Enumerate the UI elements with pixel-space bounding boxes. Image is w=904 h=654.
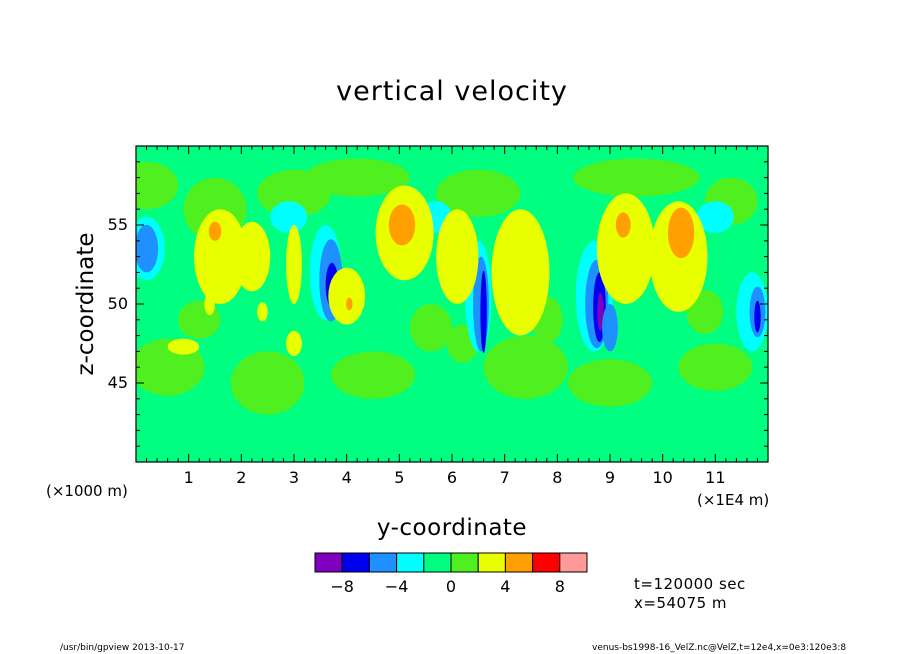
field-blob <box>304 158 410 197</box>
colorbar-swatch <box>368 552 398 573</box>
colorbar-swatch <box>314 552 343 573</box>
field-blob <box>136 161 179 210</box>
x-tick-label: 11 <box>705 468 726 487</box>
field-blob <box>388 204 416 246</box>
field-blob <box>754 300 761 333</box>
field-blob <box>596 193 655 304</box>
field-blob <box>667 207 695 259</box>
field-blob <box>257 302 268 322</box>
field-blob <box>136 225 159 273</box>
field-blob <box>483 335 568 399</box>
field-blob <box>346 297 353 311</box>
field-blob <box>208 221 222 241</box>
field-blob <box>233 221 271 292</box>
x-tick-label: 1 <box>183 468 194 487</box>
field-blob <box>573 158 700 197</box>
field-blob <box>204 292 215 316</box>
field-blob <box>194 209 247 304</box>
colorbar-swatch <box>423 552 452 573</box>
colorbar-label: −4 <box>384 577 409 596</box>
chart-title: vertical velocity <box>336 76 568 107</box>
colorbar-swatch <box>559 552 588 573</box>
x-tick-label: 9 <box>604 468 616 487</box>
field-blob <box>409 304 452 352</box>
x-axis-label: y-coordinate <box>376 515 528 541</box>
x-tick-label: 10 <box>652 468 673 487</box>
field-blob <box>491 209 550 336</box>
x-tick-label: 3 <box>288 468 300 487</box>
colorbar-label: 4 <box>500 577 511 596</box>
field-blob <box>602 304 618 352</box>
axis-ticks <box>136 146 769 462</box>
colorbar-swatch <box>450 552 479 573</box>
field-blob <box>328 267 366 325</box>
x-tick-label: 8 <box>552 468 563 487</box>
time-info: t=120000 sec <box>634 575 746 593</box>
x-tick-label: 2 <box>236 468 247 487</box>
colorbar-swatch <box>477 552 506 573</box>
colorbar-label: −8 <box>330 577 354 596</box>
field-blob <box>436 209 479 304</box>
x-unit-label: (×1E4 m) <box>697 491 770 509</box>
velocity-field <box>136 146 768 462</box>
y-tick-label: 45 <box>107 373 128 392</box>
x-tick-label: 4 <box>341 468 352 487</box>
field-blob <box>230 351 305 415</box>
field-blob <box>286 225 302 304</box>
field-blob <box>167 338 200 355</box>
colorbar-swatch <box>532 552 561 573</box>
field-blob <box>480 270 487 353</box>
colorbar <box>314 552 588 573</box>
field-blob <box>567 359 653 407</box>
x-tick-label: 5 <box>394 468 405 487</box>
field-blob <box>436 169 521 218</box>
colorbar-label: 8 <box>554 577 565 596</box>
field-blob <box>696 201 734 233</box>
field-blob <box>270 201 308 233</box>
colorbar-swatch <box>341 552 370 573</box>
x-scale-label: (×1000 m) <box>46 482 128 500</box>
footer-right: venus-bs1998-16_VelZ.nc@VelZ,t=12e4,x=0e… <box>592 643 847 653</box>
field-blob <box>597 292 604 331</box>
colorbar-swatch <box>504 552 534 573</box>
x-tick-label: 7 <box>499 468 510 487</box>
field-blob <box>286 330 302 357</box>
field-blob <box>678 343 753 391</box>
colorbar-label: 0 <box>445 577 457 596</box>
y-tick-label: 50 <box>107 294 128 313</box>
field-blob <box>615 212 631 238</box>
colorbar-swatch <box>396 552 425 573</box>
position-info: x=54075 m <box>634 594 728 612</box>
field-blob <box>330 351 416 399</box>
x-tick-label: 6 <box>446 468 458 487</box>
y-tick-label: 55 <box>107 215 128 234</box>
footer-left: /usr/bin/gpview 2013-10-17 <box>60 643 185 653</box>
